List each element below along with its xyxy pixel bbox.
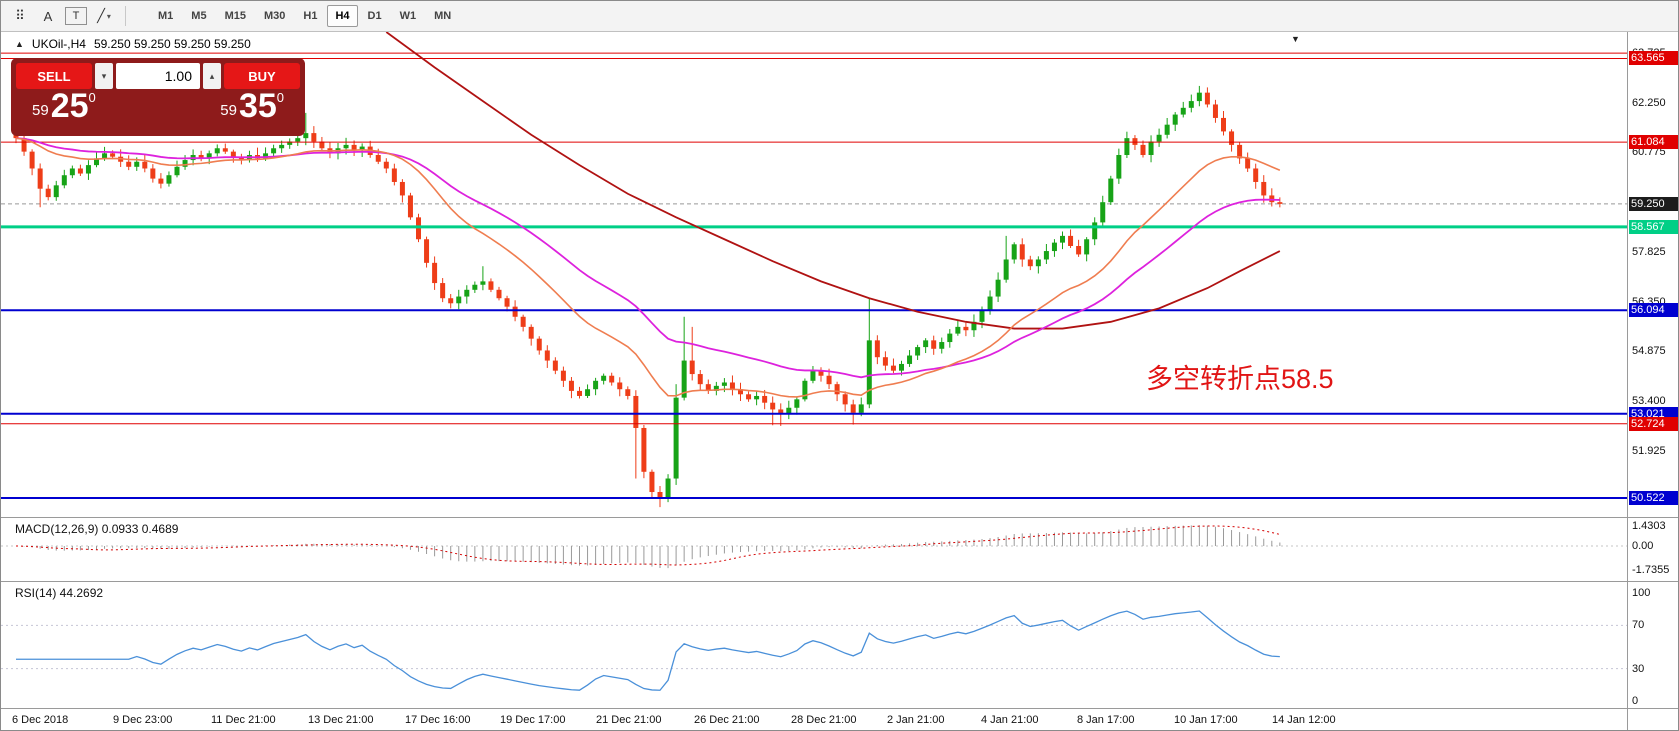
- time-axis-label: 9 Dec 23:00: [113, 714, 173, 726]
- time-axis-label: 14 Jan 12:00: [1272, 714, 1336, 726]
- price-axis-tick: 51.925: [1632, 444, 1666, 457]
- price-axis-badge: 63.565: [1629, 51, 1678, 66]
- rsi-axis-tick: 30: [1632, 662, 1645, 675]
- timeframe-button-d1[interactable]: D1: [367, 10, 382, 22]
- volume-increase-button[interactable]: ▴: [203, 63, 221, 89]
- macd-axis-tick: 0.00: [1632, 540, 1654, 552]
- crosshair-tool-icon[interactable]: ⠿: [15, 8, 25, 23]
- time-axis-label: 17 Dec 16:00: [405, 714, 471, 726]
- price-axis-tick: 60.775: [1632, 146, 1666, 159]
- time-axis-label: 8 Jan 17:00: [1077, 714, 1135, 726]
- timeframe-button-m5[interactable]: M5: [191, 10, 207, 22]
- chinese-annotation: 多空转折点58.5: [1146, 364, 1334, 394]
- sell-price: 59 25 0: [32, 87, 96, 125]
- macd-histogram: [23, 525, 1281, 569]
- time-axis[interactable]: 6 Dec 2018 9 Dec 23:00 11 Dec 21:00 13 Dec …: [1, 709, 1627, 730]
- time-axis-label: 10 Jan 17:00: [1174, 714, 1238, 726]
- price-axis-badge: 58.567: [1629, 219, 1678, 234]
- buy-price-whole: 59: [220, 101, 237, 119]
- rsi-indicator-label: RSI(14) 44.2692: [15, 586, 104, 600]
- price-axis-tick: 53.400: [1632, 395, 1666, 407]
- symbol-quotes: 59.250 59.250 59.250 59.250: [93, 37, 251, 51]
- rsi-axis-tick: 0: [1632, 695, 1639, 707]
- volume-decrease-button[interactable]: ▾: [95, 63, 113, 89]
- price-axis[interactable]: 63.72562.25060.77557.82556.35054.87553.4…: [1627, 32, 1678, 730]
- price-axis-badge: 52.724: [1629, 416, 1678, 431]
- toolbar-separator: [125, 6, 126, 26]
- ma-medium-line: [15, 137, 1280, 379]
- text-tool-icon[interactable]: T: [65, 7, 87, 25]
- sell-price-whole: 59: [32, 101, 49, 119]
- symbol-header: ▲ UKOil-,H4 59.250 59.250 59.250 59.250: [15, 37, 251, 51]
- timeframe-button-h1[interactable]: H1: [303, 10, 318, 22]
- rsi-line: [16, 610, 1280, 691]
- chart-shift-marker-icon[interactable]: ▼: [1291, 34, 1300, 44]
- timeframe-button-m1[interactable]: M1: [158, 10, 174, 22]
- timeframe-button-m30[interactable]: M30: [263, 10, 286, 22]
- panel-separator[interactable]: [1, 581, 1678, 582]
- ma-slow-line: [385, 32, 1281, 330]
- time-axis-label: 19 Dec 17:00: [500, 714, 566, 726]
- time-axis-label: 21 Dec 21:00: [596, 714, 662, 726]
- symbol-title: UKOil-,H4: [31, 37, 86, 51]
- price-axis-tick: 62.250: [1632, 96, 1666, 109]
- time-axis-label: 2 Jan 21:00: [887, 714, 945, 726]
- toolbar: ⠿ A T ╱ ▾ M1 M5 M15 M30 H1 H4 D1 W1 MN: [1, 1, 1678, 32]
- time-axis-label: 6 Dec 2018: [12, 714, 69, 726]
- rsi-indicator-chart[interactable]: [1, 582, 1627, 708]
- price-axis-badge: 50.522: [1629, 491, 1678, 505]
- drawing-tools: ⠿ A T ╱ ▾: [9, 6, 115, 26]
- candles-group: [13, 85, 1283, 508]
- price-axis-badge: 59.250: [1629, 196, 1678, 211]
- timeframe-button-h4[interactable]: H4: [327, 5, 358, 27]
- trendline-tool-icon[interactable]: ╱ ▾: [97, 8, 111, 23]
- buy-price-pips: 35: [238, 87, 277, 125]
- rsi-axis-tick: 70: [1632, 619, 1645, 632]
- panel-separator[interactable]: [1, 517, 1678, 518]
- timeframe-buttons: M1 M5 M15 M30 H1 H4 D1 W1 MN: [150, 5, 459, 27]
- price-axis-tick: 54.875: [1632, 345, 1666, 358]
- panel-separator: [1, 708, 1678, 709]
- price-axis-badge: 61.084: [1629, 135, 1678, 150]
- time-axis-label: 28 Dec 21:00: [791, 714, 857, 726]
- macd-axis-tick: 1.4303: [1632, 520, 1666, 533]
- dropdown-caret-icon: ▾: [106, 11, 111, 21]
- time-axis-label: 4 Jan 21:00: [981, 714, 1039, 726]
- one-click-toggle-icon[interactable]: ▲: [15, 39, 24, 49]
- trade-panel-controls: SELL ▾ ▴ BUY: [16, 63, 300, 89]
- buy-price-point: 0: [276, 90, 284, 105]
- rsi-axis-tick: 100: [1632, 587, 1651, 599]
- macd-indicator-label: MACD(12,26,9) 0.0933 0.4689: [15, 522, 179, 536]
- time-axis-label: 13 Dec 21:00: [308, 714, 374, 726]
- one-click-trade-panel: SELL ▾ ▴ BUY 59 25 0 59 35 0: [11, 58, 305, 136]
- volume-input[interactable]: [116, 63, 200, 89]
- sell-button[interactable]: SELL: [16, 63, 92, 89]
- time-axis-label: 26 Dec 21:00: [694, 714, 760, 726]
- timeframe-button-w1[interactable]: W1: [399, 10, 417, 22]
- macd-indicator-chart[interactable]: [1, 518, 1627, 581]
- text-label-tool-icon[interactable]: A: [43, 8, 53, 24]
- price-axis-tick: 57.825: [1632, 245, 1666, 258]
- timeframe-button-m15[interactable]: M15: [224, 10, 246, 22]
- ma-fast-line: [15, 137, 1281, 398]
- sell-price-pips: 25: [50, 87, 89, 125]
- buy-button[interactable]: BUY: [224, 63, 300, 89]
- buy-price: 59 35 0: [220, 87, 284, 125]
- trade-panel-prices: 59 25 0 59 35 0: [16, 87, 300, 125]
- price-axis-badge: 56.094: [1629, 303, 1678, 318]
- sell-price-point: 0: [88, 90, 96, 105]
- macd-axis-tick: -1.7355: [1632, 564, 1670, 577]
- macd-signal-line: [15, 525, 1280, 566]
- timeframe-button-mn[interactable]: MN: [434, 10, 452, 22]
- time-axis-label: 11 Dec 21:00: [211, 714, 276, 726]
